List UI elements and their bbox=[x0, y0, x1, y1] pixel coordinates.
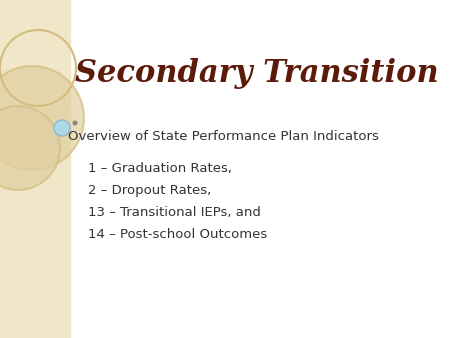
Text: 13 – Transitional IEPs, and: 13 – Transitional IEPs, and bbox=[88, 206, 261, 219]
Text: Overview of State Performance Plan Indicators: Overview of State Performance Plan Indic… bbox=[68, 130, 379, 143]
Text: 2 – Dropout Rates,: 2 – Dropout Rates, bbox=[88, 184, 211, 197]
Text: 14 – Post-school Outcomes: 14 – Post-school Outcomes bbox=[88, 228, 267, 241]
Text: 1 – Graduation Rates,: 1 – Graduation Rates, bbox=[88, 162, 232, 175]
Circle shape bbox=[54, 120, 70, 136]
Circle shape bbox=[0, 106, 60, 190]
Circle shape bbox=[0, 66, 84, 170]
Circle shape bbox=[72, 121, 77, 125]
Bar bbox=[0, 0, 70, 338]
Text: Secondary Transition: Secondary Transition bbox=[75, 58, 439, 89]
